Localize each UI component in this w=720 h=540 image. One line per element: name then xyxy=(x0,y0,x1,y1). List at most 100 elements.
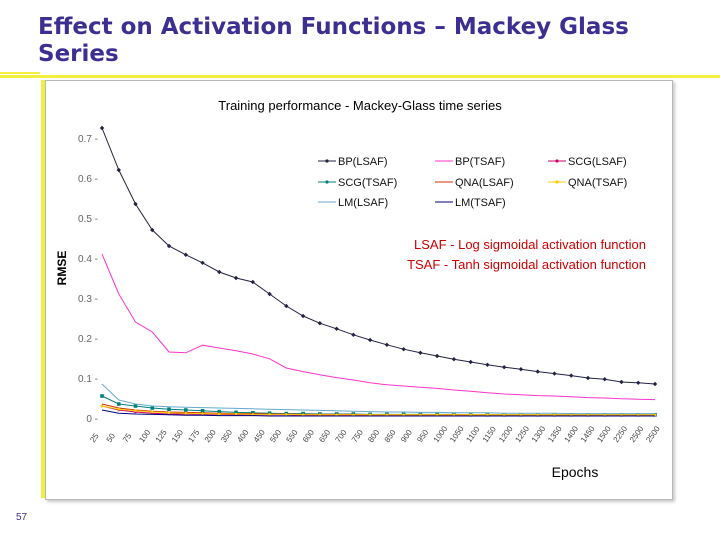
x-tick-label: 550 xyxy=(285,428,300,445)
x-tick-label: 175 xyxy=(186,428,201,445)
x-tick-label: 75 xyxy=(121,431,134,444)
data-point-qna-tsaf xyxy=(150,410,154,414)
legend-label: LM(LSAF) xyxy=(338,197,388,209)
x-tick-label: 400 xyxy=(235,428,250,445)
data-point-bp-lsaf xyxy=(636,380,641,385)
x-tick-label: 25 xyxy=(88,431,101,444)
slide-number: 57 xyxy=(16,512,28,523)
data-point-qna-tsaf xyxy=(100,404,104,408)
data-point-bp-lsaf xyxy=(267,291,272,297)
x-tick-label: 850 xyxy=(383,428,398,445)
data-point-bp-lsaf xyxy=(351,332,356,337)
data-point-bp-lsaf xyxy=(150,227,155,233)
slide-title-line1: Effect on Activation Functions – Mackey … xyxy=(38,14,629,40)
data-point-scg-tsaf xyxy=(234,410,238,415)
data-point-bp-lsaf xyxy=(418,350,423,355)
chart-title: Training performance - Mackey-Glass time… xyxy=(218,98,502,113)
x-tick-label: 700 xyxy=(334,428,349,445)
data-point-scg-tsaf xyxy=(183,408,188,412)
data-point-qna-tsaf xyxy=(419,413,422,417)
x-tick-label: 200 xyxy=(203,428,218,445)
x-tick-label: 150 xyxy=(170,428,185,445)
x-tick-label: 1100 xyxy=(464,424,482,444)
x-tick-label: 1400 xyxy=(563,424,581,444)
data-point-bp-lsaf xyxy=(183,252,188,257)
data-point-qna-tsaf xyxy=(184,411,188,415)
data-point-bp-lsaf xyxy=(133,201,138,207)
data-point-qna-tsaf xyxy=(134,409,137,413)
data-point-qna-tsaf xyxy=(536,413,539,417)
chart-frame xyxy=(45,80,673,500)
data-point-bp-lsaf xyxy=(585,375,591,381)
data-point-qna-tsaf xyxy=(469,413,472,417)
x-tick-label: 750 xyxy=(350,428,365,445)
series-line-lm-tsaf xyxy=(101,409,655,417)
data-point-bp-lsaf xyxy=(317,321,323,326)
x-tick-label: 450 xyxy=(252,428,267,445)
legend-label: BP(TSAF) xyxy=(455,156,505,168)
x-tick-label: 1000 xyxy=(432,424,450,444)
legend-label: QNA(TSAF) xyxy=(568,177,627,189)
data-point-scg-tsaf xyxy=(100,394,104,398)
y-axis-label: RMSE xyxy=(55,251,69,286)
data-point-qna-tsaf xyxy=(502,413,506,417)
data-point-bp-lsaf xyxy=(166,243,172,249)
data-point-bp-lsaf xyxy=(468,359,473,365)
data-point-bp-lsaf xyxy=(602,377,607,382)
slide-title-line2: Series xyxy=(38,41,119,67)
legend-label: BP(LSAF) xyxy=(338,156,388,168)
data-point-bp-lsaf xyxy=(619,379,624,385)
title-underline xyxy=(0,75,720,78)
data-point-bp-lsaf xyxy=(485,362,490,367)
y-tick-label: 0 - xyxy=(86,414,98,425)
data-point-bp-lsaf xyxy=(434,353,440,359)
x-tick-label: 1150 xyxy=(481,424,499,444)
x-tick-label: 2500 xyxy=(644,424,662,444)
data-point-bp-lsaf xyxy=(384,342,390,347)
data-point-bp-lsaf xyxy=(250,279,256,285)
series-line-bp-lsaf xyxy=(101,127,656,385)
x-tick-label: 2500 xyxy=(628,424,646,444)
data-point-bp-lsaf xyxy=(334,326,339,331)
data-point-qna-tsaf xyxy=(167,411,171,415)
x-tick-label: 125 xyxy=(154,428,169,445)
data-point-bp-lsaf xyxy=(200,260,205,265)
data-point-scg-tsaf xyxy=(217,409,222,414)
legend-marker xyxy=(325,180,329,184)
data-point-scg-tsaf xyxy=(251,411,255,415)
x-tick-label: 2250 xyxy=(612,424,630,444)
x-tick-label: 1050 xyxy=(448,424,466,444)
data-point-qna-tsaf xyxy=(519,413,523,417)
series-line-lm-lsaf xyxy=(101,383,655,415)
data-point-qna-tsaf xyxy=(435,413,439,417)
data-point-qna-tsaf xyxy=(201,412,204,415)
y-tick-label: 0.2 - xyxy=(78,334,98,345)
legend-label: QNA(LSAF) xyxy=(455,177,514,189)
x-tick-label: 900 xyxy=(399,428,414,445)
y-tick-label: 0.4 - xyxy=(78,254,98,265)
data-point-bp-lsaf xyxy=(284,303,289,309)
data-point-qna-tsaf xyxy=(486,413,489,417)
data-point-qna-tsaf xyxy=(285,413,288,416)
x-tick-label: 650 xyxy=(317,428,332,445)
data-point-scg-tsaf xyxy=(200,409,205,413)
note-tsaf: TSAF - Tanh sigmoidal activation functio… xyxy=(407,257,646,272)
x-tick-label: 350 xyxy=(219,428,234,445)
x-tick-label: 1300 xyxy=(530,424,548,444)
data-point-qna-tsaf xyxy=(653,413,657,417)
data-point-qna-tsaf xyxy=(335,413,338,417)
legend-marker xyxy=(325,159,329,163)
series-line-qna-tsaf xyxy=(101,405,655,416)
data-point-bp-lsaf xyxy=(217,269,222,275)
data-point-bp-lsaf xyxy=(367,337,373,343)
x-axis-label: Epochs xyxy=(552,464,599,480)
y-tick-label: 0.7 - xyxy=(78,134,98,145)
data-point-qna-tsaf xyxy=(569,413,573,417)
data-point-scg-tsaf xyxy=(150,406,155,410)
data-point-qna-tsaf xyxy=(234,412,238,416)
data-point-qna-tsaf xyxy=(352,413,355,417)
data-point-bp-lsaf xyxy=(552,371,557,376)
legend-marker xyxy=(555,159,559,163)
data-point-qna-tsaf xyxy=(452,413,456,417)
data-point-qna-tsaf xyxy=(318,413,322,417)
